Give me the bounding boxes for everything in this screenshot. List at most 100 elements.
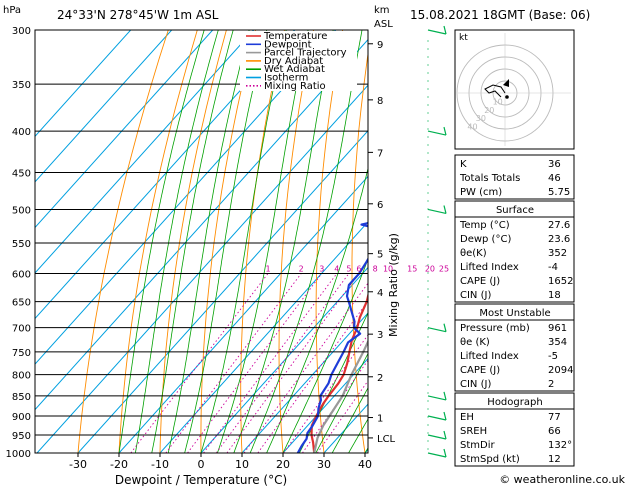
surface-row-label: Lifted Index [460, 262, 519, 273]
hodograph-table-title: Hodograph [487, 397, 542, 408]
mu-row-value: 2 [548, 379, 554, 390]
totals-label: Totals Totals [459, 173, 520, 184]
dry-adiabat-line [575, 30, 629, 453]
surface-row-value: 1652 [548, 276, 573, 287]
pressure-tick-label: 300 [12, 26, 31, 37]
pressure-tick-label: 700 [12, 324, 31, 335]
totals-value: 46 [548, 173, 561, 184]
pressure-tick-label: 500 [12, 205, 31, 216]
legend-entry-label: Temperature [263, 31, 327, 42]
pressure-tick-label: 750 [12, 348, 31, 359]
hodograph-ring-label: 10 [493, 97, 503, 106]
temperature-tick-label: 10 [235, 458, 249, 471]
dry-adiabat-line [200, 30, 256, 453]
wind-barb-flag [443, 448, 447, 458]
legend-entry-label: Dewpoint [264, 39, 312, 50]
indices-table: K 36 Totals Totals 46 PW (cm) 5.75 [454, 154, 575, 200]
height-tick-label: 7 [377, 148, 383, 159]
mixing-ratio-line [203, 273, 338, 453]
temperature-tick-label: 30 [317, 458, 331, 471]
wind-barb-flag [443, 323, 447, 332]
mu-row-value: 961 [548, 323, 567, 334]
wet-adiabat-line [135, 30, 219, 453]
hodograph-frame [454, 29, 575, 150]
surface-row-label: Dewp (°C) [460, 234, 511, 245]
wet-adiabat-line [282, 258, 368, 453]
temperature-tick-label: -20 [110, 458, 128, 471]
wind-barb [427, 208, 447, 215]
pressure-tick-label: 400 [12, 127, 31, 138]
indices-box [454, 154, 575, 200]
pw-label: PW (cm) [460, 187, 502, 198]
surface-table: Surface Temp (°C) 27.6 Dewp (°C) 23.6 θe… [454, 200, 575, 303]
hodograph-ring-label: 20 [484, 106, 494, 115]
temperature-tick-label: 0 [198, 458, 205, 471]
mixing-ratio-tick-label: 6 [356, 265, 361, 274]
pressure-tick-label: 900 [12, 412, 31, 423]
pressure-tick-label: 1000 [6, 449, 31, 460]
legend-entry-label: Parcel Trajectory [264, 48, 347, 59]
legend-entry-label: Mixing Ratio [264, 81, 326, 92]
height-tick-label: 1 [377, 414, 383, 425]
wind-barb-flag [443, 391, 447, 401]
dry-adiabat-line [604, 30, 629, 453]
hodograph-trace [484, 84, 506, 98]
mu-row-label: θe (K) [460, 337, 490, 348]
x-axis-label: Dewpoint / Temperature (°C) [115, 473, 287, 486]
wet-adiabat-line [217, 30, 309, 453]
legend-entry-label: Isotherm [264, 73, 308, 84]
wind-barb-flag [443, 25, 447, 35]
height-tick-label: 5 [377, 250, 383, 261]
mu-row-label: CAPE (J) [460, 365, 500, 376]
wind-barb [427, 415, 447, 421]
k-value: 36 [548, 159, 561, 170]
surface-row-label: CAPE (J) [460, 276, 500, 287]
wind-barb [427, 29, 447, 35]
isotherm-line [35, 30, 296, 320]
mu-row-value: 354 [548, 337, 567, 348]
mixing-ratio-tick-label: 3 [319, 265, 324, 274]
temperature-tick-label: -30 [69, 458, 87, 471]
hpa-unit-label: hPa [3, 5, 21, 16]
surface-row-value: 23.6 [548, 234, 570, 245]
dry-adiabat-line [421, 30, 448, 453]
pressure-tick-label: 850 [12, 392, 31, 403]
wind-barbs [427, 25, 447, 458]
height-tick-label: LCL [377, 434, 396, 445]
wind-barb-flag [443, 126, 447, 136]
axes: 3003504004505005506006507007508008509009… [6, 26, 396, 471]
mixing-ratio-line [130, 273, 269, 453]
profile-lines [296, 221, 368, 453]
surface-row-label: θe(K) [460, 248, 487, 259]
hodo-row-value: 66 [548, 426, 561, 437]
mixing-ratio-tick-label: 4 [334, 265, 339, 274]
mu-row-value: 2094 [548, 365, 573, 376]
hodograph-unit-label: kt [459, 33, 468, 43]
km-unit-label: km [374, 5, 390, 16]
pressure-tick-label: 350 [12, 80, 31, 91]
hodograph-ring-label: 40 [467, 123, 477, 132]
wind-barb [427, 395, 447, 401]
surface-row-value: 18 [548, 290, 561, 301]
isotherm-line [282, 357, 368, 453]
hodo-row-label: EH [460, 412, 474, 423]
temperature-tick-label: 40 [358, 458, 372, 471]
height-tick-label: 8 [377, 96, 383, 107]
isotherm-line [35, 30, 337, 365]
surface-box [454, 200, 575, 303]
datetime-label: 15.08.2021 18GMT (Base: 06) [410, 8, 590, 22]
mixing-ratio-tick-label: 10 [383, 265, 393, 274]
surface-row-value: 27.6 [548, 220, 570, 231]
isotherm-line [36, 84, 368, 453]
copyright-label[interactable]: © weatheronline.co.uk [499, 473, 625, 486]
height-tick-label: 9 [377, 40, 383, 51]
mixing-ratio-axis-label: Mixing Ratio (g/kg) [387, 233, 400, 337]
dry-adiabat-line [278, 30, 315, 453]
most-unstable-title: Most Unstable [479, 308, 550, 319]
mixing-ratio-tick-label: 5 [346, 265, 351, 274]
hodograph-ring-label: 30 [476, 114, 486, 123]
hodograph-table-box [454, 392, 575, 467]
hodo-row-label: StmDir [460, 440, 495, 451]
wind-barb-flag [443, 205, 447, 214]
